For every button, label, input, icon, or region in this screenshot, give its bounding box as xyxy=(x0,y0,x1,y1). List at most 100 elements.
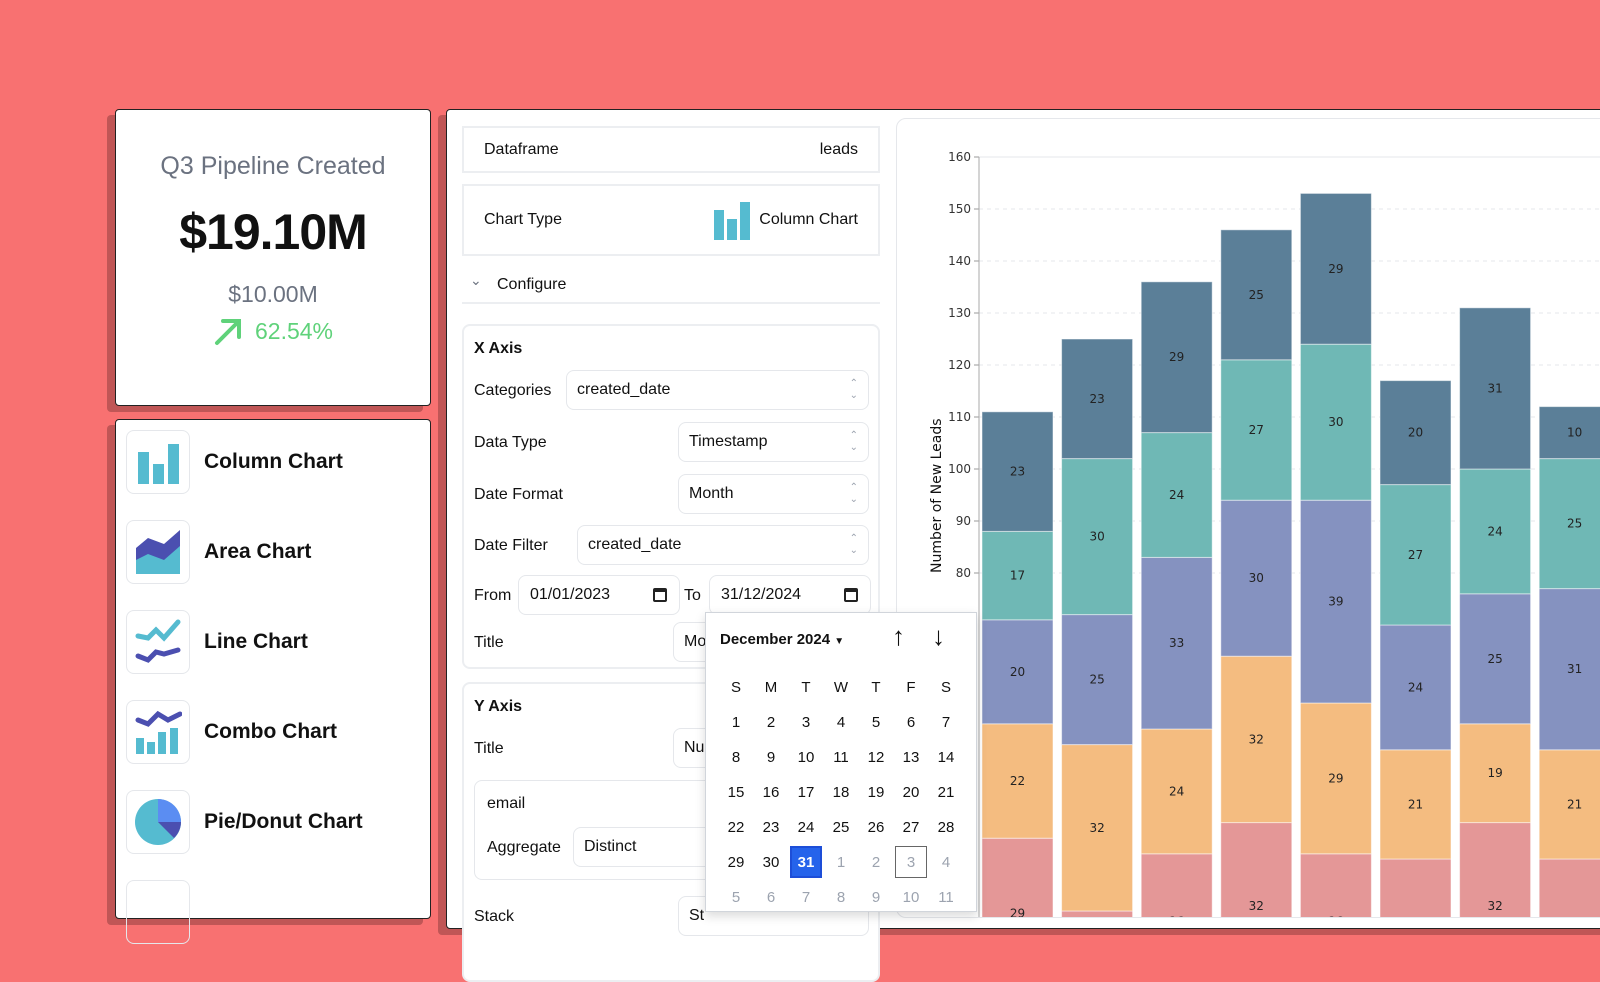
bar-segment xyxy=(1061,338,1134,460)
kpi-delta: 62.54% xyxy=(254,317,333,344)
calendar-day[interactable]: 1 xyxy=(836,853,846,871)
calendar-day[interactable]: 21 xyxy=(937,783,955,801)
calendar-icon[interactable] xyxy=(653,588,667,602)
calendar-icon[interactable] xyxy=(844,588,858,602)
calendar-day[interactable]: 15 xyxy=(727,783,745,801)
calendar-day[interactable]: 5 xyxy=(731,888,741,906)
y-tick-label: 150 xyxy=(948,202,971,216)
area-chart-icon xyxy=(126,520,190,584)
calendar-day[interactable]: 28 xyxy=(937,818,955,836)
weekday-header: T xyxy=(801,678,811,696)
calendar-day[interactable]: 25 xyxy=(832,818,850,836)
bar-data-label: 25 xyxy=(1408,917,1423,918)
calendar-day[interactable]: 26 xyxy=(867,818,885,836)
to-date-value: 31/12/2024 xyxy=(721,586,802,603)
calendar-day[interactable]: 11 xyxy=(833,748,849,766)
chart-type-more[interactable] xyxy=(126,880,190,944)
calendar-day[interactable]: 10 xyxy=(902,888,920,906)
chart-type-label: Line Chart xyxy=(204,630,308,653)
calendar-day[interactable]: 1 xyxy=(731,713,741,731)
calendar-day[interactable]: 16 xyxy=(762,783,780,801)
calendar-day[interactable]: 24 xyxy=(797,818,815,836)
calendar-day[interactable]: 3 xyxy=(801,713,811,731)
from-label: From xyxy=(474,587,512,604)
calendar-day[interactable]: 7 xyxy=(801,888,811,906)
stack-label: Stack xyxy=(474,908,515,925)
chart-type-value: Column Chart xyxy=(759,211,858,228)
calendar-day[interactable]: 22 xyxy=(727,818,745,836)
chart-type-column[interactable]: Column Chart xyxy=(126,430,343,494)
calendar-day[interactable]: 2 xyxy=(871,853,881,871)
calendar-day[interactable]: 14 xyxy=(937,748,955,766)
chart-type-row[interactable]: Chart Type Column Chart xyxy=(462,184,880,256)
calendar-day[interactable]: 6 xyxy=(766,888,776,906)
bar-data-label: 23 xyxy=(1010,465,1025,479)
bar-segment xyxy=(1061,910,1134,917)
calendar-day[interactable]: 5 xyxy=(871,713,881,731)
chart-type-area[interactable]: Area Chart xyxy=(126,520,311,584)
y-title-label: Title xyxy=(474,740,504,757)
calendar-day[interactable]: 19 xyxy=(867,783,885,801)
line-chart-icon xyxy=(126,610,190,674)
table-chart-icon xyxy=(126,880,190,944)
bar-segment xyxy=(1459,468,1532,595)
from-date-input[interactable]: 01/01/2023 xyxy=(518,575,680,615)
calendar-day[interactable]: 31 xyxy=(790,846,822,878)
calendar-day[interactable]: 17 xyxy=(797,783,815,801)
calendar-day[interactable]: 12 xyxy=(867,748,885,766)
calendar-day[interactable]: 18 xyxy=(832,783,850,801)
y-tick-label: 160 xyxy=(948,150,971,164)
chart-type-pie[interactable]: Pie/Donut Chart xyxy=(126,790,363,854)
calendar-day[interactable]: 27 xyxy=(902,818,920,836)
date-format-select[interactable]: Month ⌃ ⌄ xyxy=(678,474,869,514)
calendar-day[interactable]: 7 xyxy=(941,713,951,731)
calendar-day[interactable]: 8 xyxy=(731,748,741,766)
calendar-day[interactable]: 4 xyxy=(836,713,846,731)
bar-segment xyxy=(1379,749,1452,860)
bar-data-label: 25 xyxy=(1487,652,1502,666)
calendar-day[interactable]: 9 xyxy=(766,748,776,766)
bar-segment xyxy=(1299,192,1372,345)
x-axis-section: X Axis Categories created_date ⌃ ⌄ Data Ty… xyxy=(462,324,880,669)
dataframe-row[interactable]: Dataframe leads xyxy=(462,126,880,173)
date-filter-select[interactable]: created_date ⌃ ⌄ xyxy=(577,525,869,565)
calendar-day[interactable]: 20 xyxy=(902,783,920,801)
bar-data-label: 29 xyxy=(1010,907,1025,918)
calendar-day[interactable]: 13 xyxy=(902,748,920,766)
data-type-select[interactable]: Timestamp ⌃ ⌄ xyxy=(678,422,869,462)
calendar-day[interactable]: 9 xyxy=(871,888,881,906)
chart-type-label: Area Chart xyxy=(204,540,312,563)
chart-type-combo[interactable]: Combo Chart xyxy=(126,700,337,764)
bar-data-label: 29 xyxy=(1328,262,1343,276)
calendar-day[interactable]: 2 xyxy=(766,713,776,731)
calendar-day[interactable]: 29 xyxy=(727,853,745,871)
y-tick-label: 80 xyxy=(956,566,971,580)
calendar-day[interactable]: 10 xyxy=(797,748,815,766)
calendar-day[interactable]: 6 xyxy=(906,713,916,731)
categories-select[interactable]: created_date ⌃ ⌄ xyxy=(566,370,869,410)
bar-data-label: 24 xyxy=(1487,524,1502,538)
calendar-day[interactable]: 30 xyxy=(762,853,780,871)
to-date-input[interactable]: 31/12/2024 xyxy=(709,575,871,615)
date-filter-label: Date Filter xyxy=(474,537,548,554)
calendar-day[interactable]: 8 xyxy=(836,888,846,906)
data-type-value: Timestamp xyxy=(689,433,768,450)
caret-down-icon: ▼ xyxy=(834,636,845,647)
bar-segment xyxy=(1299,343,1372,501)
arrow-up-icon[interactable]: ↑ xyxy=(892,621,905,651)
calendar-day[interactable]: 23 xyxy=(762,818,780,836)
bar-data-label: 27 xyxy=(1249,423,1264,437)
bar-segment xyxy=(1140,556,1213,730)
month-year-dropdown[interactable]: December 2024 ▼ xyxy=(720,631,844,648)
configure-toggle[interactable]: ⌄ Configure xyxy=(462,264,880,304)
date-picker-popup: December 2024 ▼ ↑ ↓ S M T W T F S 1 2 3 4 5 6 7 8 9 10 11… xyxy=(705,612,977,912)
calendar-day[interactable]: 3 xyxy=(895,846,927,878)
chart-type-line[interactable]: Line Chart xyxy=(126,610,308,674)
bar-data-label: 32 xyxy=(1249,732,1264,746)
calendar-day[interactable]: 11 xyxy=(938,888,954,906)
bar-data-label: 31 xyxy=(1487,381,1502,395)
arrow-down-icon[interactable]: ↓ xyxy=(932,621,945,651)
bar-segment xyxy=(1538,406,1600,460)
calendar-day[interactable]: 4 xyxy=(941,853,951,871)
to-label: To xyxy=(684,587,701,604)
